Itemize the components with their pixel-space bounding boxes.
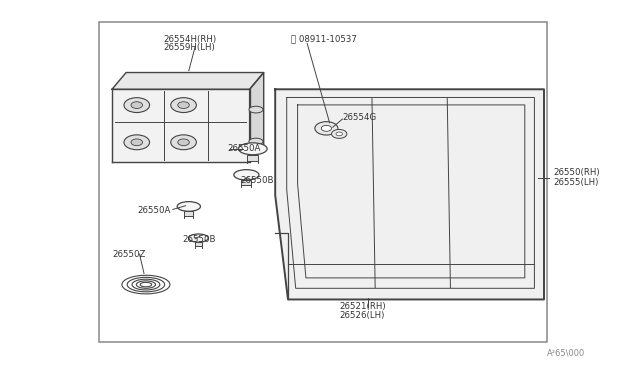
Ellipse shape: [131, 102, 143, 109]
Polygon shape: [112, 73, 264, 89]
Ellipse shape: [189, 234, 208, 242]
Ellipse shape: [171, 98, 196, 112]
Ellipse shape: [234, 170, 259, 180]
Ellipse shape: [249, 138, 263, 145]
Ellipse shape: [131, 139, 143, 146]
Polygon shape: [275, 89, 544, 299]
Ellipse shape: [124, 98, 150, 112]
Bar: [247, 155, 259, 161]
Bar: [241, 180, 252, 185]
Ellipse shape: [178, 102, 189, 109]
Text: 26521(RH): 26521(RH): [339, 302, 386, 311]
Text: 26555(LH): 26555(LH): [554, 178, 599, 187]
Circle shape: [321, 125, 332, 131]
Circle shape: [315, 122, 338, 135]
Ellipse shape: [171, 135, 196, 150]
Ellipse shape: [239, 143, 267, 155]
Bar: [99, 22, 547, 342]
Polygon shape: [250, 73, 264, 162]
Text: 26550A: 26550A: [138, 206, 171, 215]
Text: A²65\000: A²65\000: [547, 349, 586, 358]
Circle shape: [332, 129, 347, 138]
Ellipse shape: [178, 139, 189, 146]
Ellipse shape: [124, 135, 150, 150]
Polygon shape: [112, 89, 250, 162]
Text: Ⓝ 08911-10537: Ⓝ 08911-10537: [291, 35, 357, 44]
Text: 26550B: 26550B: [240, 176, 273, 185]
Ellipse shape: [177, 202, 200, 211]
Text: 26550Z: 26550Z: [112, 250, 145, 259]
Text: 26526(LH): 26526(LH): [339, 311, 385, 320]
Ellipse shape: [249, 106, 263, 113]
Text: 26559H(LH): 26559H(LH): [163, 43, 215, 52]
Text: 26550B: 26550B: [182, 235, 216, 244]
Text: 26554H(RH): 26554H(RH): [163, 35, 216, 44]
Bar: [184, 211, 193, 216]
Circle shape: [336, 132, 342, 136]
Text: 26550(RH): 26550(RH): [554, 169, 600, 177]
Text: 26550A: 26550A: [227, 144, 260, 153]
Text: 26554G: 26554G: [342, 113, 377, 122]
Bar: [195, 242, 202, 246]
